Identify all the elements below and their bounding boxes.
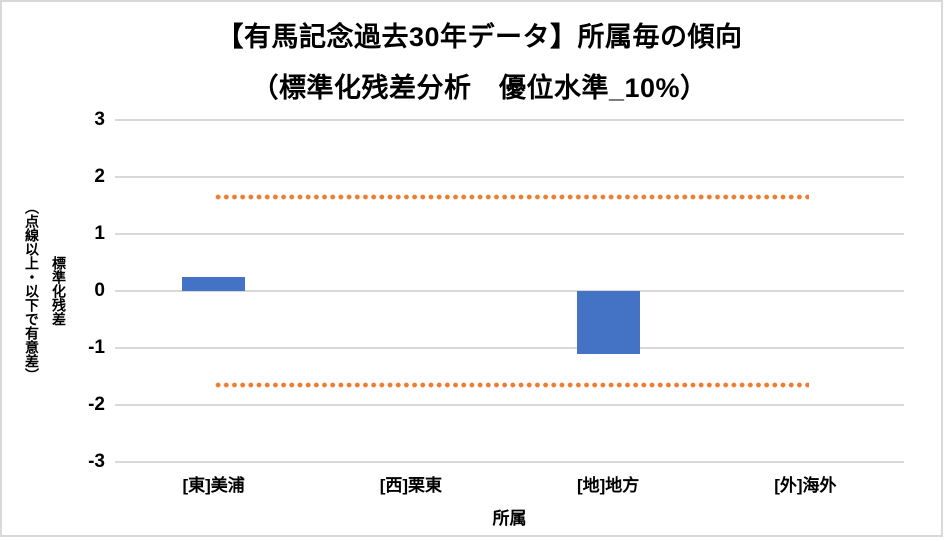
gridline [115, 404, 904, 406]
x-category-label: [外]海外 [774, 476, 837, 495]
chart-title-line2: （標準化残差分析 優位水準_10%） [251, 73, 708, 103]
threshold-line [213, 381, 810, 388]
y-tick-label: 3 [94, 109, 105, 130]
y-tick-label: -3 [88, 451, 105, 472]
x-category-label: [地]地方 [576, 476, 640, 495]
y-tick-label: -1 [88, 337, 105, 358]
gridline [115, 176, 904, 178]
gridline [115, 290, 904, 292]
threshold-line [213, 194, 810, 201]
bar [576, 291, 640, 354]
gridline [115, 461, 904, 463]
x-axis-title: 所属 [492, 509, 527, 528]
chart-title-line1: 【有馬記念過去30年データ】所属毎の傾向 [216, 22, 743, 52]
x-category-label: [西]栗東 [379, 476, 443, 495]
x-category-label: [東]美浦 [182, 476, 245, 495]
y-axis-title: 標準化残差 （点線以上・以下で有意差） [24, 200, 67, 382]
gridline [115, 347, 904, 349]
y-tick-label: 0 [94, 280, 105, 301]
chart-title: 【有馬記念過去30年データ】所属毎の傾向 （標準化残差分析 優位水準_10%） [2, 12, 941, 114]
y-tick-label: 2 [94, 166, 105, 187]
y-tick-label: -2 [88, 394, 105, 415]
gridline [115, 233, 904, 235]
gridline [115, 119, 904, 121]
plot-area [115, 119, 904, 463]
bar [182, 276, 246, 291]
y-tick-label: 1 [94, 223, 105, 244]
